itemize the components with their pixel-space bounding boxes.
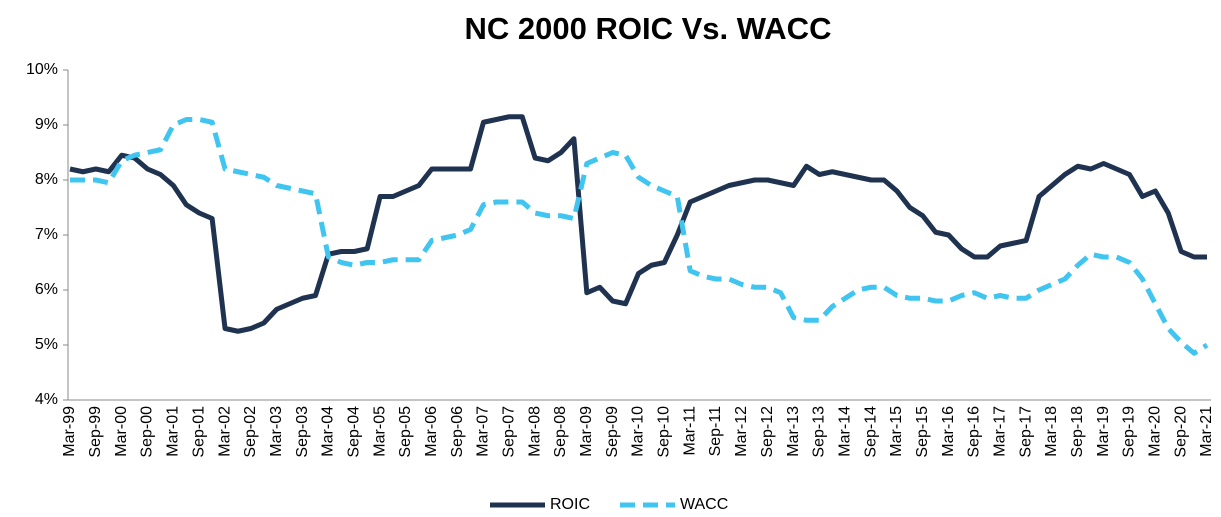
x-tick-label: Mar-15	[888, 406, 905, 457]
x-tick-label: Sep-05	[397, 406, 414, 458]
x-tick-label: Mar-10	[630, 406, 647, 457]
x-tick-label: Mar-11	[681, 406, 698, 456]
x-tick-label: Sep-01	[190, 406, 207, 458]
series-line	[69, 114, 1207, 334]
series-line	[70, 117, 1209, 356]
x-tick-label: Mar-17	[991, 406, 1008, 457]
x-tick-label: Mar-02	[216, 406, 233, 457]
x-tick-label: Sep-15	[914, 406, 931, 458]
y-tick-label: 8%	[35, 171, 58, 188]
x-tick-label: Sep-02	[242, 406, 259, 458]
x-tick-label: Mar-21	[1198, 406, 1215, 457]
x-tick-label: Sep-13	[811, 406, 828, 458]
x-tick-label: Sep-20	[1172, 406, 1189, 458]
x-tick-label: Sep-11	[707, 406, 724, 457]
y-tick-label: 4%	[35, 391, 58, 408]
x-tick-label: Sep-00	[139, 406, 156, 458]
legend-label: ROIC	[550, 496, 590, 513]
y-tick-label: 7%	[35, 226, 58, 243]
x-tick-label: Sep-99	[87, 406, 104, 458]
x-tick-label: Mar-00	[113, 406, 130, 457]
x-tick-label: Mar-99	[61, 406, 78, 457]
x-tick-label: Mar-18	[1043, 406, 1060, 457]
x-tick-label: Mar-01	[165, 406, 182, 457]
x-tick-label: Sep-18	[1069, 406, 1086, 458]
x-tick-label: Sep-04	[345, 406, 362, 458]
chart-title: NC 2000 ROIC Vs. WACC	[465, 11, 832, 46]
x-tick-label: Sep-09	[604, 406, 621, 458]
x-tick-label: Sep-17	[1017, 406, 1034, 458]
y-tick-label: 9%	[35, 116, 58, 133]
x-tick-label: Sep-03	[294, 406, 311, 458]
x-tick-label: Mar-03	[268, 406, 285, 457]
x-tick-label: Sep-06	[449, 406, 466, 458]
x-tick-label: Sep-19	[1121, 406, 1138, 458]
x-tick-label: Sep-14	[862, 406, 879, 458]
x-tick-label: Sep-10	[656, 406, 673, 458]
x-tick-label: Mar-20	[1147, 406, 1164, 457]
x-tick-label: Mar-14	[836, 406, 853, 457]
x-tick-label: Mar-09	[578, 406, 595, 457]
x-tick-label: Mar-12	[733, 406, 750, 457]
x-tick-label: Sep-16	[966, 406, 983, 458]
x-tick-label: Mar-04	[320, 406, 337, 457]
x-tick-label: Sep-08	[552, 406, 569, 458]
x-tick-label: Mar-08	[526, 406, 543, 457]
x-tick-label: Mar-05	[371, 406, 388, 457]
y-tick-label: 6%	[35, 281, 58, 298]
x-tick-label: Mar-06	[423, 406, 440, 457]
legend-label: WACC	[680, 496, 728, 513]
x-tick-label: Mar-16	[940, 406, 957, 457]
x-tick-label: Mar-07	[475, 406, 492, 457]
x-tick-label: Sep-07	[501, 406, 518, 458]
y-tick-label: 10%	[26, 61, 58, 78]
x-tick-label: Sep-12	[759, 406, 776, 458]
x-tick-label: Mar-19	[1095, 406, 1112, 457]
x-tick-label: Mar-13	[785, 406, 802, 457]
y-tick-label: 5%	[35, 336, 58, 353]
